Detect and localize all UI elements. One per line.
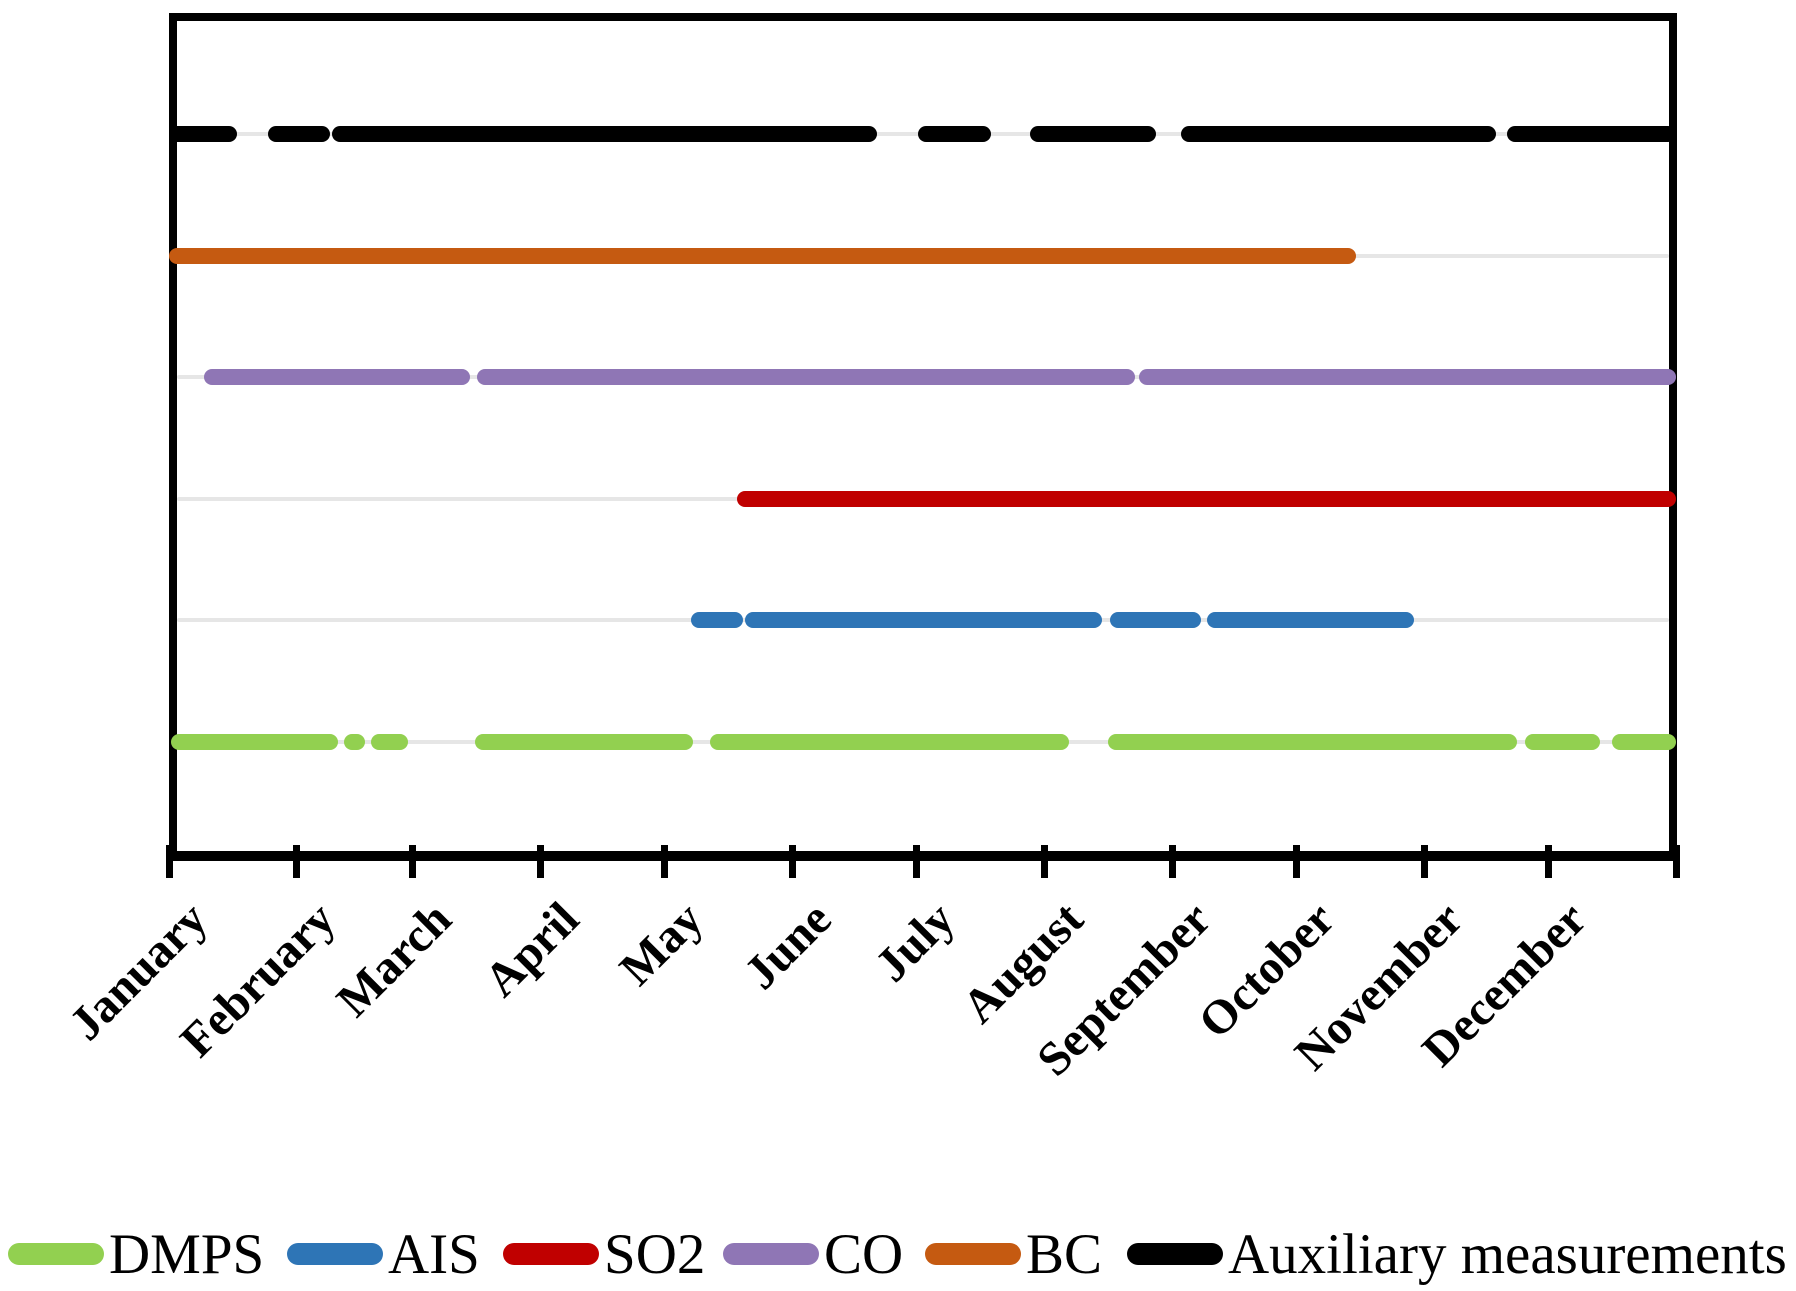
- x-axis-tick: [1168, 845, 1176, 878]
- series-segment-dmps: [171, 733, 339, 750]
- legend-swatch: [503, 1243, 599, 1265]
- legend-item-dmps: DMPS: [8, 1222, 264, 1286]
- legend-item-bc: BC: [925, 1222, 1102, 1286]
- series-segment-auxiliary-measurements: [1180, 126, 1497, 142]
- legend-item-so2: SO2: [503, 1222, 705, 1286]
- series-segment-so2: [736, 490, 1676, 507]
- legend-label: AIS: [388, 1222, 480, 1286]
- x-axis-tick: [788, 845, 796, 878]
- x-axis-tick: [660, 845, 668, 878]
- series-segment-auxiliary-measurements: [1506, 126, 1676, 142]
- x-axis-tick: [293, 845, 301, 878]
- series-segment-dmps: [474, 733, 694, 750]
- x-axis-tick: [537, 845, 545, 878]
- series-segment-dmps: [1108, 733, 1518, 750]
- legend-item-ais: AIS: [287, 1222, 480, 1286]
- series-segment-co: [1139, 369, 1676, 385]
- plot-area-border: [169, 13, 1677, 861]
- x-axis-tick: [1544, 845, 1552, 878]
- legend-label: Auxiliary measurements: [1228, 1222, 1787, 1286]
- series-segment-auxiliary-measurements: [332, 126, 878, 142]
- series-segment-dmps: [709, 733, 1070, 750]
- legend-label: CO: [824, 1222, 904, 1286]
- x-axis-tick: [165, 845, 173, 878]
- x-axis-tick: [409, 845, 417, 878]
- series-segment-auxiliary-measurements: [169, 126, 238, 142]
- month-label-may: May: [609, 892, 714, 996]
- x-axis-tick: [1292, 845, 1300, 878]
- series-segment-ais: [691, 612, 743, 628]
- month-label-july: July: [865, 892, 966, 993]
- series-segment-bc: [169, 247, 1357, 264]
- legend-swatch: [925, 1243, 1021, 1265]
- series-segment-auxiliary-measurements: [268, 126, 330, 142]
- series-segment-ais: [1110, 612, 1202, 628]
- series-segment-co: [204, 369, 471, 385]
- legend-swatch: [8, 1243, 104, 1265]
- x-axis-tick: [1040, 845, 1048, 878]
- month-label-june: June: [733, 892, 842, 1000]
- series-segment-dmps: [371, 733, 409, 750]
- legend-label: BC: [1026, 1222, 1103, 1286]
- month-label-march: March: [326, 892, 462, 1028]
- x-axis-tick: [912, 845, 920, 878]
- series-segment-auxiliary-measurements: [1029, 126, 1156, 142]
- series-segment-dmps: [1612, 733, 1676, 750]
- legend-item-auxiliary-measurements: Auxiliary measurements: [1127, 1222, 1787, 1286]
- series-segment-co: [476, 369, 1136, 385]
- legend-label: SO2: [604, 1222, 706, 1286]
- legend-swatch: [287, 1243, 383, 1265]
- month-label-april: April: [474, 892, 590, 1008]
- series-segment-dmps: [344, 733, 366, 750]
- series-segment-ais: [744, 612, 1103, 628]
- series-segment-ais: [1207, 612, 1414, 628]
- legend-item-co: CO: [723, 1222, 903, 1286]
- legend-swatch: [1127, 1243, 1223, 1265]
- legend-label: DMPS: [109, 1222, 265, 1286]
- series-segment-auxiliary-measurements: [918, 126, 991, 142]
- x-axis-tick: [1672, 845, 1680, 878]
- legend-swatch: [723, 1243, 819, 1265]
- series-segment-dmps: [1525, 733, 1600, 750]
- x-axis-tick: [1420, 845, 1428, 878]
